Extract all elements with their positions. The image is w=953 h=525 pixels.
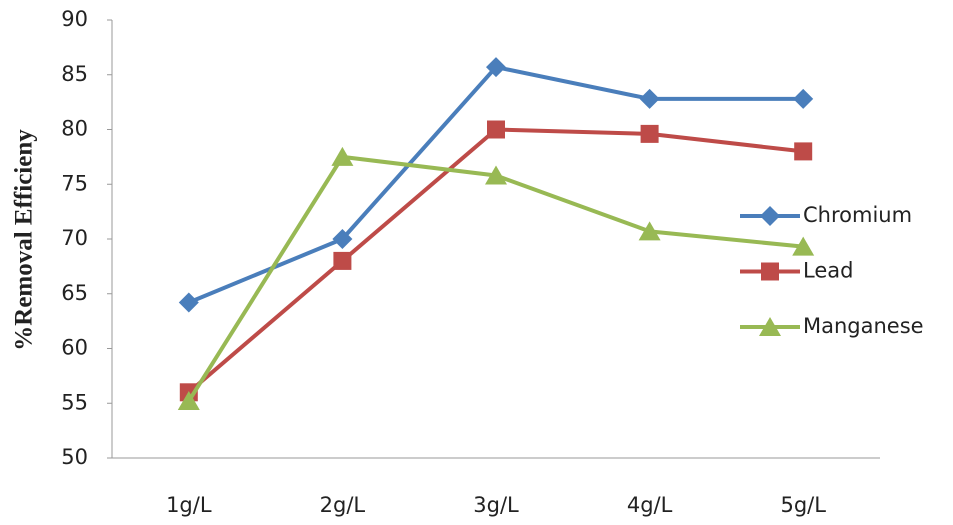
data-point [178, 292, 199, 313]
x-tick-label: 2g/L [320, 493, 366, 517]
legend-marker [760, 206, 780, 226]
data-point [794, 142, 813, 161]
y-tick-label: 85 [61, 62, 88, 86]
y-tick-label: 75 [61, 171, 88, 195]
data-point [333, 251, 352, 270]
legend-label: Lead [803, 259, 853, 283]
x-tick-label: 3g/L [473, 493, 519, 517]
data-point [331, 146, 354, 166]
legend-label: Manganese [803, 314, 924, 338]
data-point [792, 236, 815, 256]
series-line [188, 65, 804, 305]
y-tick-label: 50 [61, 445, 88, 469]
data-point [793, 88, 814, 109]
y-axis-label: %Removal Efficieny [11, 129, 38, 351]
legend-label: Chromium [803, 203, 912, 227]
data-point [638, 221, 661, 241]
y-tick-label: 90 [61, 7, 88, 31]
series-line [187, 154, 804, 403]
data-point [332, 229, 353, 249]
data-point [640, 124, 659, 143]
x-tick-label: 4g/L [627, 493, 673, 517]
x-tick-label: 5g/L [780, 493, 826, 517]
data-point [486, 57, 506, 78]
y-tick-label: 70 [61, 226, 88, 250]
x-tick-label: 1g/L [166, 493, 212, 517]
data-point [485, 165, 507, 185]
data-point [639, 88, 660, 109]
y-tick-label: 55 [61, 390, 88, 414]
data-point [177, 391, 200, 411]
legend-marker [759, 317, 781, 336]
legend-marker [761, 262, 779, 281]
y-tick-label: 80 [61, 117, 88, 141]
y-tick-label: 65 [61, 281, 88, 305]
y-tick-label: 60 [61, 336, 88, 360]
data-point [487, 120, 505, 139]
